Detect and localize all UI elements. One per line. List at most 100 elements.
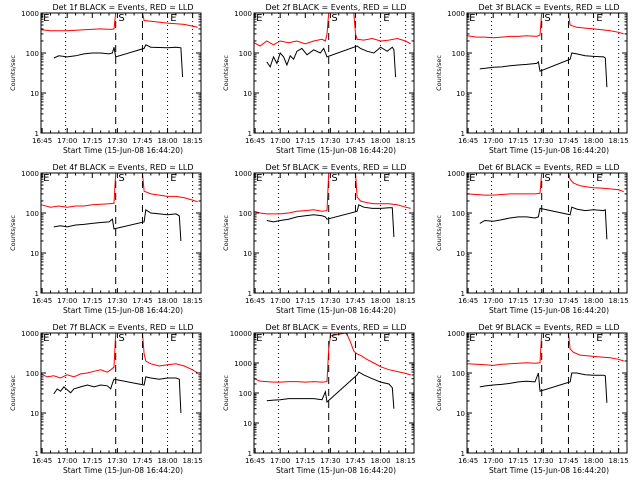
marker-s: S <box>331 13 337 24</box>
x-tick-label: 17:15 <box>508 457 528 465</box>
y-axis-label: Counts/sec <box>222 375 230 411</box>
x-tick-label: 17:30 <box>533 297 553 305</box>
y-tick-label: 100 <box>239 210 252 218</box>
x-tick-label: 16:45 <box>458 137 478 145</box>
y-tick-label: 1000 <box>21 10 39 18</box>
x-tick-label: 16:45 <box>458 457 478 465</box>
x-tick-label: 17:45 <box>345 297 365 305</box>
x-tick-label: 17:30 <box>320 297 340 305</box>
y-tick-label: 1 <box>461 290 465 298</box>
marker-e: E <box>170 173 176 184</box>
marker-s: S <box>118 173 124 184</box>
x-tick-label: 17:30 <box>533 137 553 145</box>
x-axis-label: Start Time (15-Jun-08 16:44:20) <box>63 306 183 315</box>
marker-e: E <box>383 333 389 344</box>
x-tick-label: 17:30 <box>107 137 127 145</box>
marker-s: S <box>544 173 550 184</box>
panel-title: Det 4f BLACK = Events, RED = LLD <box>52 163 193 172</box>
x-tick-label: 17:15 <box>82 137 102 145</box>
x-tick-label: 17:45 <box>558 457 578 465</box>
detector-panel-5: Det 5f BLACK = Events, RED = LLD 1 10 100 10… <box>213 160 426 320</box>
marker-e: E <box>596 13 602 24</box>
y-tick-label: 1 <box>248 450 252 458</box>
x-tick-label: 17:30 <box>107 297 127 305</box>
x-axis-label: Start Time (15-Jun-08 16:44:20) <box>276 306 396 315</box>
x-tick-label: 18:15 <box>396 457 416 465</box>
y-axis-label: Counts/sec <box>435 375 443 411</box>
x-tick-label: 18:15 <box>396 137 416 145</box>
detector-panel-7: Det 7f BLACK = Events, RED = LLD 1 10 100 10… <box>0 320 213 480</box>
x-tick-label: 16:45 <box>32 457 52 465</box>
series-events <box>53 376 182 414</box>
marker-s: S <box>118 13 124 24</box>
detector-panel-8: Det 8f BLACK = Events, RED = LLD 1 10 100 10… <box>213 320 426 480</box>
detector-panel-4: Det 4f BLACK = Events, RED = LLD 1 10 100 10… <box>0 160 213 320</box>
x-tick-label: 16:45 <box>245 137 265 145</box>
x-tick-label: 17:00 <box>483 297 503 305</box>
plot-frame <box>466 12 628 134</box>
marker-s: S <box>544 333 550 344</box>
x-tick-label: 17:15 <box>82 297 102 305</box>
marker-e: E <box>469 13 475 24</box>
plot-frame <box>466 172 628 294</box>
x-tick-label: 16:45 <box>245 457 265 465</box>
x-tick-label: 18:00 <box>583 297 603 305</box>
x-tick-label: 17:15 <box>295 297 315 305</box>
y-tick-label: 1 <box>248 290 252 298</box>
plot-frame <box>40 332 202 454</box>
x-tick-label: 17:00 <box>270 457 290 465</box>
y-axis-label: Counts/sec <box>435 55 443 91</box>
x-tick-label: 18:00 <box>157 137 177 145</box>
x-axis-label: Start Time (15-Jun-08 16:44:20) <box>276 146 396 155</box>
x-tick-label: 16:45 <box>32 137 52 145</box>
series-events <box>479 52 608 88</box>
x-axis-label: Start Time (15-Jun-08 16:44:20) <box>63 146 183 155</box>
y-tick-label: 1 <box>35 130 39 138</box>
marker-e: E <box>383 13 389 24</box>
plot-frame <box>40 172 202 294</box>
x-tick-label: 17:45 <box>132 297 152 305</box>
x-tick-label: 18:15 <box>183 297 203 305</box>
y-tick-label: 100 <box>239 50 252 58</box>
x-tick-label: 18:15 <box>396 297 416 305</box>
y-tick-label: 10 <box>456 410 465 418</box>
marker-e: E <box>43 173 49 184</box>
y-tick-label: 10 <box>456 250 465 258</box>
x-tick-label: 18:00 <box>370 297 390 305</box>
series-events <box>266 45 397 78</box>
panel-title: Det 8f BLACK = Events, RED = LLD <box>265 323 406 332</box>
series-lld <box>467 333 624 366</box>
marker-s: S <box>331 333 337 344</box>
marker-e: E <box>596 173 602 184</box>
y-tick-label: 10 <box>30 250 39 258</box>
marker-s: S <box>118 333 124 344</box>
x-axis-label: Start Time (15-Jun-08 16:44:20) <box>489 306 609 315</box>
y-tick-label: 10 <box>30 410 39 418</box>
x-axis-label: Start Time (15-Jun-08 16:44:20) <box>63 466 183 475</box>
x-tick-label: 16:45 <box>458 297 478 305</box>
x-tick-label: 18:00 <box>370 137 390 145</box>
y-tick-label: 1 <box>248 130 252 138</box>
x-tick-label: 17:15 <box>82 457 102 465</box>
plot-frame <box>40 12 202 134</box>
x-tick-label: 16:45 <box>32 297 52 305</box>
panel-svg: Det 4f BLACK = Events, RED = LLD 1 10 100 10… <box>9 163 203 315</box>
y-tick-label: 100 <box>452 50 465 58</box>
y-tick-label: 1000 <box>447 330 465 338</box>
x-tick-label: 18:15 <box>183 457 203 465</box>
y-tick-label: 10 <box>456 90 465 98</box>
marker-s: S <box>331 173 337 184</box>
y-tick-label: 1 <box>35 450 39 458</box>
series-lld <box>41 333 198 379</box>
x-tick-label: 17:30 <box>320 457 340 465</box>
x-tick-label: 18:15 <box>609 457 629 465</box>
series-lld <box>41 173 198 208</box>
y-tick-label: 1000 <box>234 170 252 178</box>
marker-e: E <box>256 13 262 24</box>
x-tick-label: 17:45 <box>345 457 365 465</box>
x-tick-label: 17:00 <box>483 137 503 145</box>
x-axis-label: Start Time (15-Jun-08 16:44:20) <box>276 466 396 475</box>
marker-e: E <box>383 173 389 184</box>
detector-panel-2: Det 2f BLACK = Events, RED = LLD 1 10 100 10… <box>213 0 426 160</box>
